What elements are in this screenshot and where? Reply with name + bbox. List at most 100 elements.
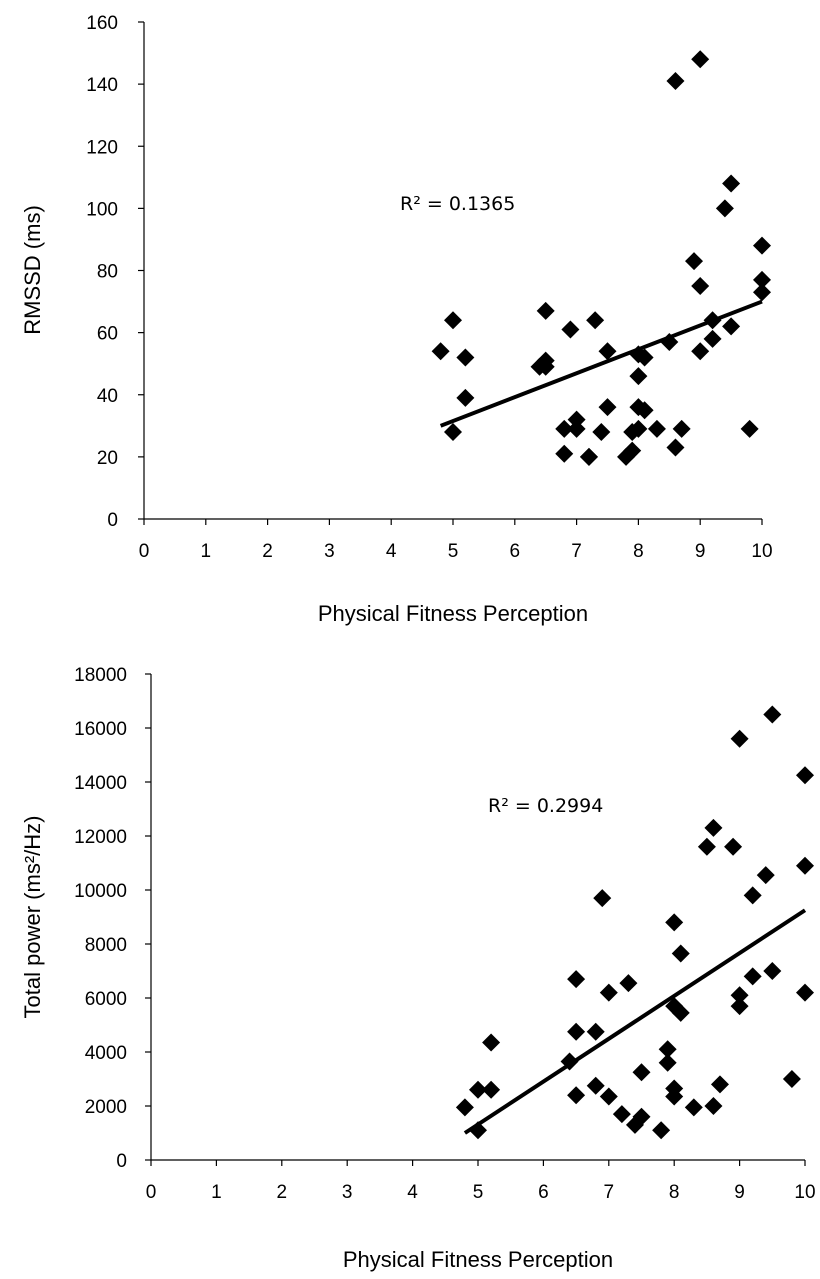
data-point: [456, 348, 475, 367]
data-point: [623, 441, 642, 460]
x-tick-label: 6: [510, 541, 521, 562]
data-point: [730, 986, 749, 1005]
data-point: [444, 311, 462, 330]
data-point: [652, 1121, 671, 1140]
data-point: [740, 419, 759, 438]
trendline: [463, 908, 807, 1135]
data-point: [536, 357, 555, 376]
x-tick-label: 0: [139, 541, 150, 562]
data-point: [715, 199, 734, 218]
data-point: [691, 342, 710, 361]
x-tick-label: 5: [448, 541, 459, 562]
x-tick-label: 9: [695, 541, 706, 562]
data-point: [665, 913, 684, 932]
chart-1: 0 1 2 3 4 5 6 7 8 9 10020406080100120140160Physica…: [20, 13, 773, 626]
x-tick-label: 3: [342, 1182, 353, 1203]
data-point: [753, 270, 771, 289]
x-tick-label: 3: [324, 541, 335, 562]
y-tick-label: 2000: [85, 1097, 127, 1118]
data-point: [598, 342, 617, 361]
data-point: [444, 423, 462, 442]
data-point: [756, 866, 775, 885]
data-point: [560, 1052, 579, 1071]
data-point: [722, 317, 741, 336]
y-axis-title: RMSSD (ms): [20, 205, 45, 335]
data-point: [567, 1086, 586, 1105]
data-point: [629, 419, 648, 438]
r-squared-label: R² = 0.1365: [400, 193, 515, 215]
data-point: [710, 1075, 729, 1094]
y-tick-label: 20: [97, 448, 118, 469]
x-tick-label: 4: [386, 541, 397, 562]
data-point: [704, 1097, 723, 1115]
x-tick-label: 8: [669, 1182, 680, 1203]
x-tick-label: 5: [473, 1182, 484, 1203]
y-tick-label: 10000: [74, 881, 127, 902]
data-point: [579, 447, 598, 466]
data-point: [599, 1087, 618, 1106]
x-tick-label: 8: [633, 541, 644, 562]
y-tick-label: 0: [116, 1151, 127, 1172]
data-point: [658, 1053, 677, 1072]
data-point: [666, 438, 685, 457]
r-squared-label: R² = 0.2994: [488, 795, 603, 817]
data-point: [555, 444, 574, 463]
data-point: [691, 50, 710, 69]
data-point: [567, 1022, 586, 1041]
data-point: [612, 1105, 631, 1124]
y-tick-label: 100: [86, 199, 118, 220]
data-point: [647, 419, 666, 438]
x-axis-title: Physical Fitness Perception: [343, 1247, 613, 1272]
x-tick-label: 0: [146, 1182, 157, 1203]
data-point: [482, 1080, 501, 1099]
data-point: [671, 944, 690, 963]
y-tick-label: 40: [97, 386, 118, 407]
data-point: [536, 301, 555, 320]
data-point: [482, 1033, 501, 1052]
data-point: [567, 410, 586, 429]
data-point: [743, 967, 762, 986]
data-point: [431, 342, 450, 361]
data-point: [632, 1107, 651, 1126]
data-point: [567, 970, 586, 989]
data-point: [796, 766, 814, 785]
data-point: [629, 367, 648, 386]
x-tick-label: 7: [571, 541, 582, 562]
y-tick-label: 16000: [74, 719, 127, 740]
data-point: [691, 277, 710, 296]
data-point: [592, 423, 611, 442]
y-tick-label: 0: [107, 510, 118, 531]
y-tick-label: 12000: [74, 827, 127, 848]
data-point: [666, 72, 685, 91]
y-tick-label: 60: [97, 324, 118, 345]
data-point: [763, 962, 782, 980]
data-point: [593, 889, 612, 908]
data-point: [685, 252, 704, 271]
data-point: [586, 1076, 605, 1095]
data-point: [782, 1070, 801, 1088]
data-point: [619, 974, 638, 993]
data-point: [730, 997, 749, 1016]
data-point: [567, 419, 586, 438]
y-tick-label: 6000: [85, 989, 127, 1010]
data-point: [660, 332, 679, 351]
data-point: [684, 1098, 703, 1117]
y-tick-label: 18000: [74, 665, 127, 686]
x-tick-label: 6: [538, 1182, 549, 1203]
data-point: [697, 837, 716, 856]
data-point: [455, 1098, 474, 1117]
data-point: [599, 983, 618, 1002]
data-point: [469, 1121, 487, 1140]
data-point: [724, 837, 743, 856]
data-point: [796, 983, 814, 1002]
data-point: [703, 311, 722, 330]
x-tick-label: 2: [262, 541, 273, 562]
data-point: [671, 1003, 690, 1022]
data-point: [730, 729, 749, 748]
data-point: [586, 311, 605, 330]
y-tick-label: 80: [97, 262, 118, 283]
data-point: [753, 283, 771, 302]
x-tick-label: 2: [277, 1182, 288, 1203]
x-tick-label: 9: [734, 1182, 745, 1203]
